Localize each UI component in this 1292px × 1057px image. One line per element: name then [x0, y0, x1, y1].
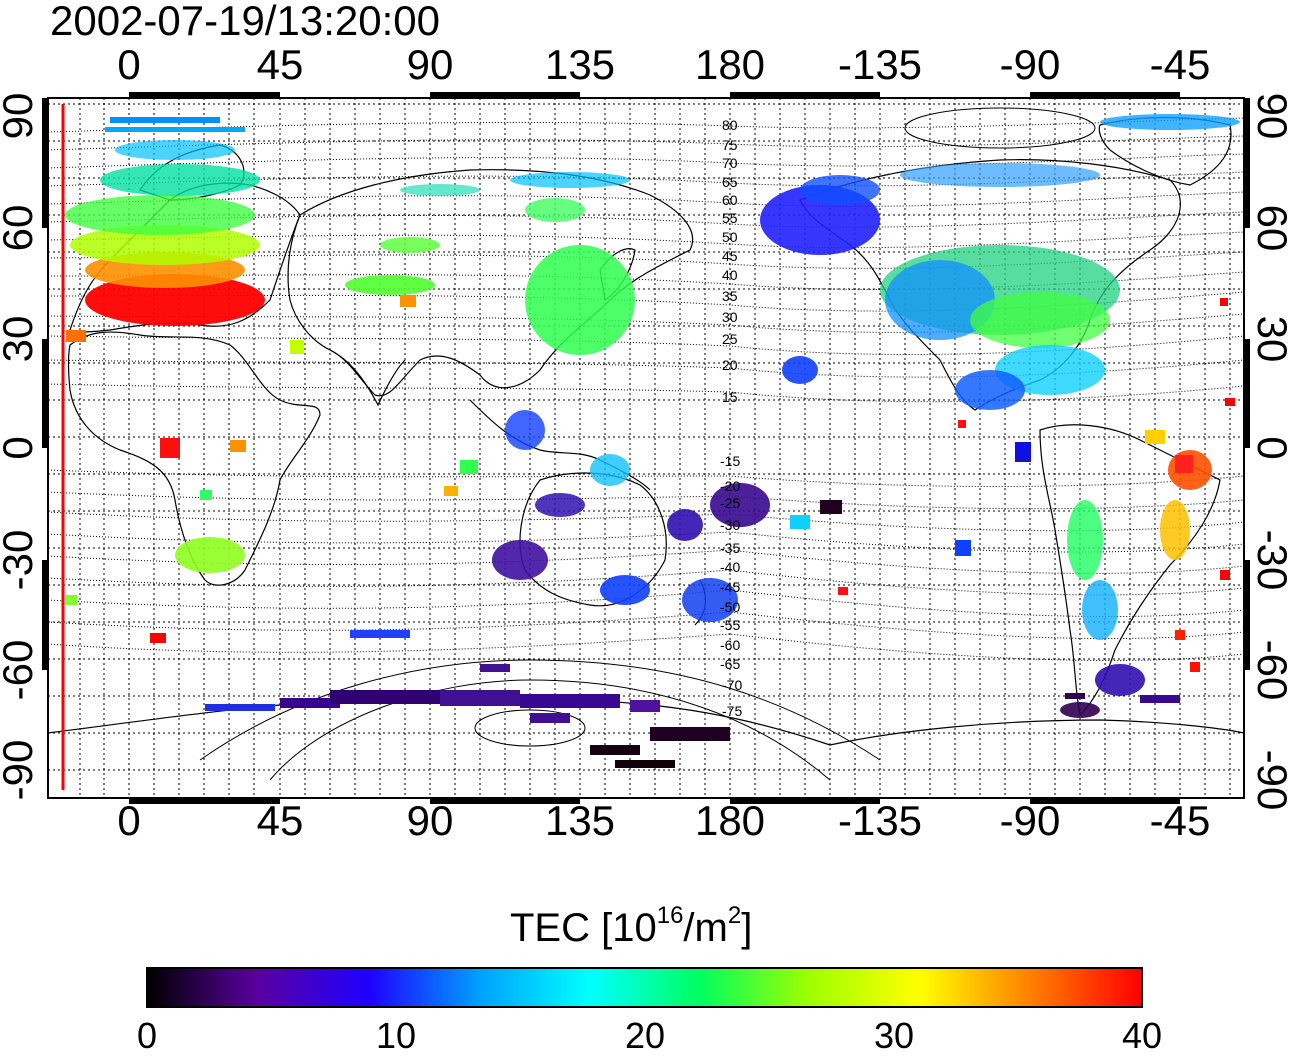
mlat-label: -60: [720, 637, 740, 653]
mlat-label: 35: [722, 288, 738, 304]
frame-tick-bars: [42, 92, 1250, 804]
coast-africa: [67, 331, 321, 586]
colorbar-tick-label: 30: [873, 1015, 915, 1056]
lon-tick-bottom: 180: [694, 797, 766, 844]
mlat-label: -75: [722, 703, 742, 719]
mlat-label: -15: [720, 453, 740, 469]
colorbar-tick-label: 10: [375, 1015, 417, 1056]
mlat-label: 15: [722, 389, 738, 405]
lon-tick-bottom: -90: [999, 797, 1061, 844]
coast-asia: [287, 169, 694, 397]
lon-tick-bottom: 0: [117, 797, 141, 844]
coast-india: [329, 349, 406, 407]
tec-map: 80 75 70 65 60 55 50 45 40 35 30 25 20 1…: [42, 92, 1250, 804]
lon-tick-top: 135: [544, 41, 616, 88]
lon-tick-bottom: 90: [406, 797, 454, 844]
lon-tick-bottom: -45: [1149, 797, 1211, 844]
lon-tick-top: -45: [1149, 41, 1211, 88]
mlat-label: 65: [722, 174, 738, 190]
lon-tick-top: 180: [694, 41, 766, 88]
mlat-label: 45: [722, 248, 738, 264]
mlat-label: -70: [722, 677, 742, 693]
mlat-label: 60: [722, 192, 738, 208]
mlat-label: -45: [720, 579, 740, 595]
lon-tick-top: -135: [837, 41, 923, 88]
lon-tick-top: 0: [117, 41, 141, 88]
mlat-label: 80: [722, 117, 738, 133]
mlat-label: -20: [720, 478, 740, 494]
lon-tick-bottom: 45: [256, 797, 304, 844]
lon-tick-top: 45: [256, 41, 304, 88]
mlat-label: -50: [720, 599, 740, 615]
mlat-label: 70: [722, 155, 738, 171]
mlat-label: 25: [722, 331, 738, 347]
mlat-label: -65: [720, 656, 740, 672]
mlat-label: 50: [722, 229, 738, 245]
mlat-label: 30: [722, 309, 738, 325]
mlat-label: 75: [722, 137, 738, 153]
timestamp-title: 2002-07-19/13:20:00: [50, 0, 440, 44]
colorbar-tick-label: 20: [624, 1015, 666, 1056]
colorbar-title: TEC [1016/m2]: [510, 902, 753, 951]
tec-data-points: [65, 114, 1240, 768]
mlat-label: -35: [720, 540, 740, 556]
mlat-label: -40: [720, 559, 740, 575]
lon-tick-top: 90: [406, 41, 454, 88]
mlat-label: 55: [722, 210, 738, 226]
mlat-label: 20: [722, 357, 738, 373]
lon-tick-top: -90: [999, 41, 1061, 88]
colorbar-tick-label: 0: [136, 1015, 158, 1056]
lon-tick-bottom: 135: [544, 797, 616, 844]
mlat-label: -55: [720, 617, 740, 633]
mlat-label: 40: [722, 267, 738, 283]
coast-samerica: [1039, 424, 1221, 717]
mlat-label: -30: [720, 517, 740, 533]
colorbar-tick-label: 40: [1121, 1015, 1163, 1056]
lon-tick-bottom: -135: [837, 797, 923, 844]
mlat-label: -25: [720, 495, 740, 511]
colorbar: [146, 967, 1143, 1008]
mlat-contour-labels: 80 75 70 65 60 55 50 45 40 35 30 25 20 1…: [720, 117, 742, 719]
